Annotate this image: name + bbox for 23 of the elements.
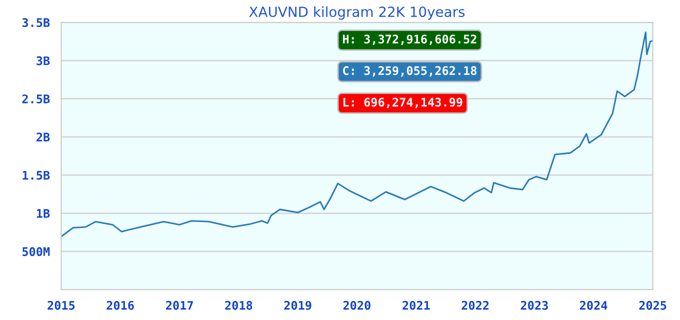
chart-title: XAUVND kilogram 22K 10years — [249, 6, 465, 20]
y-tick-label: 500M — [22, 247, 50, 256]
x-tick-label: 2020 — [343, 300, 370, 310]
line-series — [61, 32, 653, 237]
y-tick-label: 1B — [36, 209, 50, 218]
y-tick-label: 2.5B — [22, 94, 50, 104]
x-tick-label: 2024 — [580, 300, 608, 310]
annotation: C: 3,259,055,262.18 — [343, 66, 477, 77]
x-tick-label: 2016 — [106, 300, 134, 310]
x-tick-label: 2018 — [225, 300, 252, 310]
x-tick-label: 2021 — [402, 300, 430, 310]
x-tick-label: 2022 — [462, 300, 489, 310]
annotation: L: 696,274,143.99 — [344, 98, 462, 108]
y-tick-label: 1.5B — [22, 170, 50, 180]
annotation: H: 3,372,916,606.52 — [343, 34, 476, 46]
y-tick-label: 2B — [36, 132, 50, 142]
x-tick-label: 2019 — [284, 300, 312, 310]
x-tick-label: 2023 — [520, 300, 548, 310]
x-tick-label: 2025 — [639, 300, 666, 310]
y-tick-label: 3B — [36, 56, 50, 66]
x-tick-label: 2017 — [166, 300, 193, 310]
x-tick-label: 2015 — [48, 300, 75, 310]
y-tick-label: 3.5B — [22, 18, 50, 28]
